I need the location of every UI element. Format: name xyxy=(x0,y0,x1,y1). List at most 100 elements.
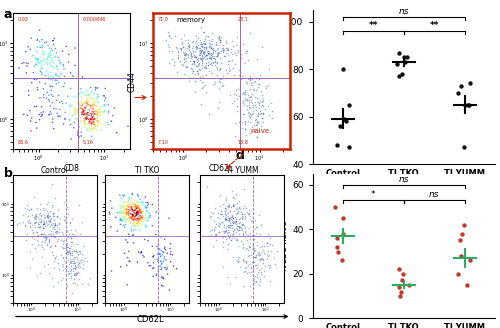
Point xyxy=(81,122,89,127)
Point xyxy=(226,223,234,228)
Point xyxy=(43,242,51,248)
Point xyxy=(208,49,216,54)
Point xyxy=(162,267,170,272)
Point xyxy=(244,253,252,258)
Point xyxy=(193,69,201,74)
Point xyxy=(248,244,256,249)
Point xyxy=(132,213,140,218)
Point xyxy=(142,206,150,211)
Point xyxy=(132,206,140,211)
Point xyxy=(462,282,470,287)
Point xyxy=(52,72,60,77)
Point xyxy=(50,265,58,270)
Point xyxy=(202,89,210,94)
Point xyxy=(190,52,198,57)
Point xyxy=(233,227,241,232)
Point xyxy=(136,209,144,215)
Point xyxy=(239,222,247,227)
Point xyxy=(37,66,45,71)
Point xyxy=(73,249,81,255)
Point xyxy=(103,120,111,125)
Point xyxy=(94,124,102,129)
Point xyxy=(184,78,192,83)
Point xyxy=(34,87,42,92)
Point xyxy=(67,235,75,240)
Point xyxy=(250,102,258,107)
Point xyxy=(214,45,222,50)
Point xyxy=(47,243,55,249)
Point xyxy=(54,80,62,85)
Point xyxy=(118,210,126,215)
Point xyxy=(32,104,40,109)
Point xyxy=(244,225,252,230)
Point xyxy=(210,227,218,233)
Point xyxy=(125,258,133,264)
Point xyxy=(80,259,88,264)
Point xyxy=(134,217,142,222)
Point xyxy=(200,49,208,54)
Point xyxy=(241,87,249,92)
Point xyxy=(142,200,150,205)
Point xyxy=(52,195,60,200)
Point xyxy=(247,97,255,102)
Point xyxy=(234,209,242,214)
Point xyxy=(43,213,51,218)
Point xyxy=(39,234,47,239)
Point xyxy=(230,92,238,97)
Point xyxy=(188,70,196,75)
Point xyxy=(74,116,82,122)
Point xyxy=(88,109,96,114)
Point xyxy=(229,202,237,208)
Point xyxy=(212,206,220,211)
Point xyxy=(122,210,130,215)
Point xyxy=(198,44,206,50)
Point xyxy=(191,53,199,58)
Text: **: ** xyxy=(430,21,439,30)
Point xyxy=(136,207,144,212)
Point xyxy=(94,85,102,91)
Point xyxy=(54,280,62,285)
Point xyxy=(232,223,240,229)
Point xyxy=(24,88,32,93)
Point xyxy=(211,231,219,236)
Point xyxy=(39,109,47,114)
Point xyxy=(36,207,44,212)
Point xyxy=(60,259,68,264)
Point xyxy=(34,57,42,62)
Point xyxy=(223,47,231,52)
Point xyxy=(227,47,235,52)
Point xyxy=(124,204,132,209)
Point xyxy=(91,116,99,122)
Point xyxy=(184,41,192,46)
Point xyxy=(40,213,48,218)
Point xyxy=(228,212,236,217)
Point xyxy=(87,121,95,126)
Point xyxy=(243,103,251,108)
Point xyxy=(234,96,241,102)
Point xyxy=(216,215,224,220)
Point xyxy=(241,97,249,103)
Point xyxy=(128,212,136,217)
Point xyxy=(229,220,237,226)
Point xyxy=(201,82,209,88)
Point xyxy=(91,101,99,106)
Point xyxy=(141,212,149,217)
Point xyxy=(188,60,196,66)
Point xyxy=(250,275,258,280)
Point xyxy=(255,128,263,133)
Point xyxy=(225,216,233,222)
Point xyxy=(232,217,239,222)
Point xyxy=(48,47,56,52)
Point xyxy=(84,282,92,287)
Point xyxy=(228,100,236,106)
Point xyxy=(236,225,244,230)
Point xyxy=(128,233,136,238)
Point xyxy=(23,63,31,69)
Point xyxy=(32,216,40,222)
Point xyxy=(44,212,52,217)
Point xyxy=(132,206,140,211)
Point xyxy=(236,264,244,269)
Point xyxy=(106,210,114,215)
Point xyxy=(84,126,92,132)
Point xyxy=(228,52,236,57)
